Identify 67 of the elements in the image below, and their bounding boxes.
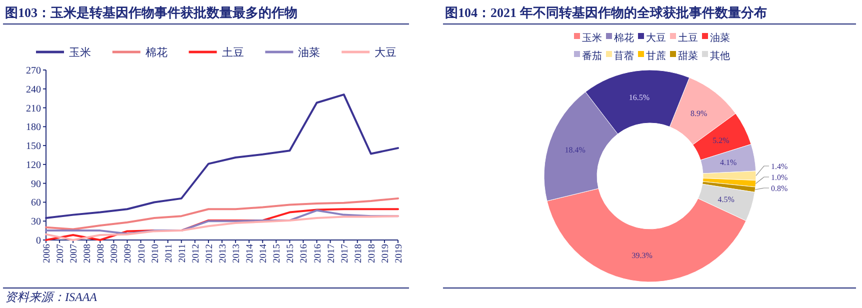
y-tick-label: 90 [31,178,41,190]
data-label: 18.4% [564,146,586,155]
x-tick-label: 2019 [394,244,404,263]
y-tick-label: 60 [31,198,41,209]
legend-label: 玉米 [582,32,602,44]
y-tick-label: 210 [26,103,41,114]
data-label: 39.3% [632,251,653,260]
x-tick-label: 2013 [232,244,242,263]
x-tick-label: 2016 [313,244,324,263]
data-label: 16.5% [628,93,650,102]
x-tick-label: 2014 [246,244,256,263]
data-label: 1.0% [771,173,788,182]
chart-title: 图103：玉米是转基因作物事件获批数量最多的作物 [5,5,298,20]
legend-label: 苜蓿 [614,50,634,62]
y-tick-label: 0 [36,236,41,246]
legend-label: 大豆 [646,32,666,44]
y-tick-label: 180 [26,122,41,134]
x-tick-label: 2007 [56,244,66,263]
legend-label: 棉花 [614,32,634,44]
x-tick-label: 2012 [204,244,215,263]
x-tick-label: 2014 [259,244,270,263]
legend-label: 玉米 [69,46,91,59]
x-tick-label: 2017 [326,244,337,263]
legend-label: 土豆 [222,46,244,59]
x-tick-label: 2007 [70,244,80,263]
legend-label: 油菜 [298,46,320,59]
y-tick-label: 240 [26,84,41,96]
x-tick-label: 2010 [137,244,148,263]
data-label: 4.1% [720,158,737,168]
data-label: 0.8% [771,184,788,193]
legend-label: 土豆 [678,32,698,44]
y-tick-label: 30 [31,216,41,228]
data-label: 8.9% [690,109,708,118]
legend-label: 其他 [710,50,730,62]
x-tick-label: 2018 [367,244,378,263]
chart-title: 图104：2021 年不同转基因作物的全球获批事件数量分布 [445,5,767,20]
y-tick-label: 120 [26,160,41,171]
text: 资料来源：ISAAA [5,290,98,304]
data-label: 4.5% [718,195,735,204]
x-tick-label: 2011 [164,244,174,263]
x-tick-label: 2017 [340,244,350,263]
legend-label: 甜菜 [678,50,698,62]
x-tick-label: 2018 [354,244,364,263]
x-tick-label: 2019 [380,244,391,263]
line-series [45,94,399,219]
x-tick-label: 2015 [286,244,296,263]
legend-label: 甘蔗 [646,50,666,62]
x-tick-label: 2012 [191,244,202,263]
x-tick-label: 2008 [83,244,94,263]
x-tick-label: 2006 [42,244,52,263]
y-tick-label: 270 [26,66,41,76]
x-tick-label: 2016 [300,244,310,263]
x-tick-label: 2008 [96,244,107,263]
x-tick-label: 2009 [124,244,134,263]
y-tick-label: 150 [26,141,41,152]
legend-label: 大豆 [374,46,397,59]
x-tick-label: 2010 [150,244,161,263]
line-series [45,197,399,230]
x-tick-label: 2015 [272,244,283,263]
legend-label: 棉花 [145,46,168,59]
legend-label: 油菜 [710,32,730,44]
data-label: 1.4% [771,162,788,171]
data-label: 5.2% [712,136,730,146]
x-tick-label: 2011 [178,244,188,263]
legend-label: 番茄 [582,50,602,62]
x-tick-label: 2013 [218,244,228,263]
x-tick-label: 2009 [110,244,120,263]
